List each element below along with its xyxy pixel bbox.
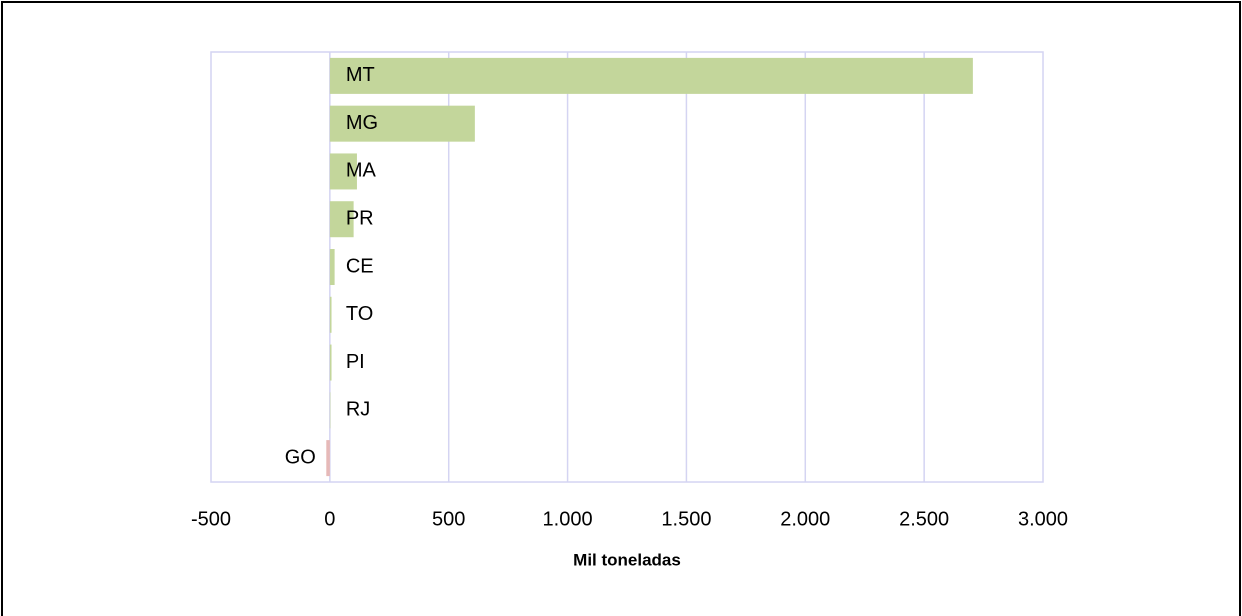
category-label: CE bbox=[346, 255, 374, 277]
bar bbox=[329, 344, 332, 381]
bar bbox=[329, 296, 332, 333]
x-axis-title: Mil toneladas bbox=[573, 550, 681, 569]
x-tick-label: 3.000 bbox=[1018, 508, 1068, 530]
plot-area bbox=[210, 51, 1044, 483]
category-label: MG bbox=[346, 112, 378, 134]
category-label: GO bbox=[285, 446, 316, 468]
bar bbox=[329, 249, 335, 285]
x-tick-label: 500 bbox=[432, 508, 465, 530]
category-label: RJ bbox=[346, 399, 370, 421]
category-label: TO bbox=[346, 303, 373, 325]
category-label: PR bbox=[346, 208, 374, 230]
bar bbox=[326, 440, 330, 477]
x-tick-label: 0 bbox=[324, 508, 335, 530]
x-tick-label: 2.500 bbox=[899, 508, 949, 530]
x-tick-label: 2.000 bbox=[780, 508, 830, 530]
bar bbox=[329, 57, 973, 94]
x-tick-label: 1.500 bbox=[661, 508, 711, 530]
bar bbox=[329, 153, 357, 190]
bar bbox=[329, 201, 354, 238]
category-label: MA bbox=[346, 160, 377, 182]
bar bbox=[329, 105, 475, 142]
bar bbox=[329, 392, 331, 429]
category-label: PI bbox=[346, 351, 365, 373]
x-tick-label: 1.000 bbox=[543, 508, 593, 530]
x-tick-label: -500 bbox=[191, 508, 231, 530]
category-label: MT bbox=[346, 64, 375, 86]
